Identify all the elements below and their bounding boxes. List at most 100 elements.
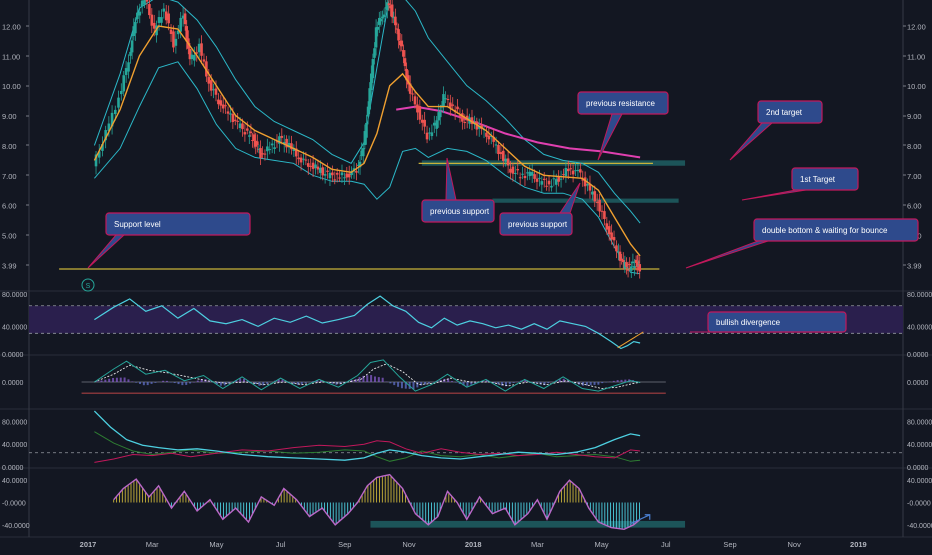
momentum-axis-label: -0.0000 xyxy=(907,501,931,508)
macd-histogram-bar xyxy=(455,382,457,383)
candle-body xyxy=(627,270,630,271)
rsi-axis-label-left: 0.0000 xyxy=(2,352,24,359)
rsi-axis-top-label: 80.0000 xyxy=(907,292,932,299)
callout-bullish-divergence[interactable]: bullish divergence xyxy=(690,312,846,332)
candle-body xyxy=(447,99,450,100)
x-axis-label: May xyxy=(595,540,609,549)
macd-histogram-bar xyxy=(617,380,619,382)
candle-body xyxy=(317,167,320,170)
candle-body xyxy=(338,178,341,179)
candle-body xyxy=(512,167,515,174)
candle-body xyxy=(120,91,123,94)
candle-body xyxy=(548,181,551,185)
macd-histogram-bar xyxy=(451,381,453,382)
candle-body xyxy=(632,262,635,264)
callout-label: double bottom & waiting for bounce xyxy=(762,226,888,235)
candle-body xyxy=(577,170,580,171)
candle-body xyxy=(324,174,327,176)
macd-histogram-bar xyxy=(621,380,623,382)
candle-body xyxy=(150,15,153,26)
dmi-axis-label: 80.0000 xyxy=(907,419,932,426)
price-axis-label-left: 10.00 xyxy=(2,82,21,91)
candle-body xyxy=(373,48,376,58)
candle-body xyxy=(232,114,235,122)
macd-histogram-bar xyxy=(185,382,187,385)
macd-histogram-bar xyxy=(393,382,395,385)
candle-body xyxy=(136,13,139,19)
candle-body xyxy=(314,164,317,168)
candle-body xyxy=(203,59,206,61)
macd-histogram-bar xyxy=(243,379,245,382)
candle-body xyxy=(598,200,601,212)
dmi-axis-label: 40.0000 xyxy=(907,442,932,449)
macd-histogram-bar xyxy=(104,380,106,382)
price-axis-label-left: 9.00 xyxy=(2,112,17,121)
price-axis-label-left: 12.00 xyxy=(2,23,21,32)
x-axis-label: 2017 xyxy=(80,540,97,549)
x-axis-label: Nov xyxy=(402,540,416,549)
dmi-axis-label-left: 0.0000 xyxy=(2,465,24,472)
candle-body xyxy=(516,169,519,170)
candle-body xyxy=(271,144,274,146)
candle-body xyxy=(394,17,397,26)
candle-body xyxy=(264,154,267,155)
rsi-axis-top-label-left: 80.0000 xyxy=(2,292,27,299)
macd-histogram-bar xyxy=(513,382,515,383)
candle-body xyxy=(536,179,539,182)
candle-body xyxy=(300,158,303,163)
price-axis-label: 11.00 xyxy=(907,52,925,61)
candle-body xyxy=(504,159,507,162)
candle-body xyxy=(538,178,541,179)
candle-body xyxy=(428,133,431,134)
price-axis-label-left: 11.00 xyxy=(2,52,20,61)
candle-body xyxy=(423,120,426,127)
dmi-axis-label-left: 40.0000 xyxy=(2,442,27,449)
rsi-axis-label: 0.0000 xyxy=(907,352,929,359)
candle-body xyxy=(435,120,438,129)
rsi-axis-label-left: 40.0000 xyxy=(2,324,27,331)
x-axis-label: Jul xyxy=(661,540,671,549)
candle-body xyxy=(170,30,173,34)
candle-body xyxy=(545,186,548,187)
candle-body xyxy=(509,169,512,173)
candle-body xyxy=(531,172,534,176)
callout-label: 2nd target xyxy=(766,108,803,117)
candle-body xyxy=(502,151,505,161)
candle-body xyxy=(355,171,358,173)
x-axis-label: Jul xyxy=(276,540,286,549)
candle-body xyxy=(442,94,445,106)
candle-body xyxy=(141,1,144,7)
candle-body xyxy=(153,23,156,29)
candle-body xyxy=(593,191,596,201)
macd-histogram-bar xyxy=(154,382,156,383)
macd-histogram-bar xyxy=(239,378,241,382)
candle-body xyxy=(586,184,589,185)
price-axis-label: 3.99 xyxy=(907,262,922,271)
candle-body xyxy=(326,171,329,172)
candle-body xyxy=(167,14,170,24)
macd-histogram-bar xyxy=(189,382,191,383)
macd-histogram-bar xyxy=(547,382,549,383)
candle-body xyxy=(248,135,251,136)
macd-histogram-bar xyxy=(162,381,164,382)
price-axis-label: 8.00 xyxy=(907,142,922,151)
x-axis-label: Sep xyxy=(723,540,736,549)
candle-body xyxy=(567,169,570,171)
candle-body xyxy=(500,152,503,154)
candle-body xyxy=(404,58,407,66)
macd-histogram-bar xyxy=(613,381,615,382)
candle-body xyxy=(591,192,594,195)
x-axis-label: Mar xyxy=(146,540,159,549)
price-axis-label-left: 8.00 xyxy=(2,142,17,151)
candle-body xyxy=(411,94,414,95)
candle-body xyxy=(319,168,322,173)
momentum-axis-label: 40.0000 xyxy=(907,478,932,485)
callout-label: 1st Target xyxy=(800,175,836,184)
macd-histogram-bar xyxy=(139,382,141,384)
candle-body xyxy=(622,260,625,262)
candle-body xyxy=(210,80,213,91)
candle-body xyxy=(608,226,611,234)
candle-body xyxy=(426,133,429,140)
